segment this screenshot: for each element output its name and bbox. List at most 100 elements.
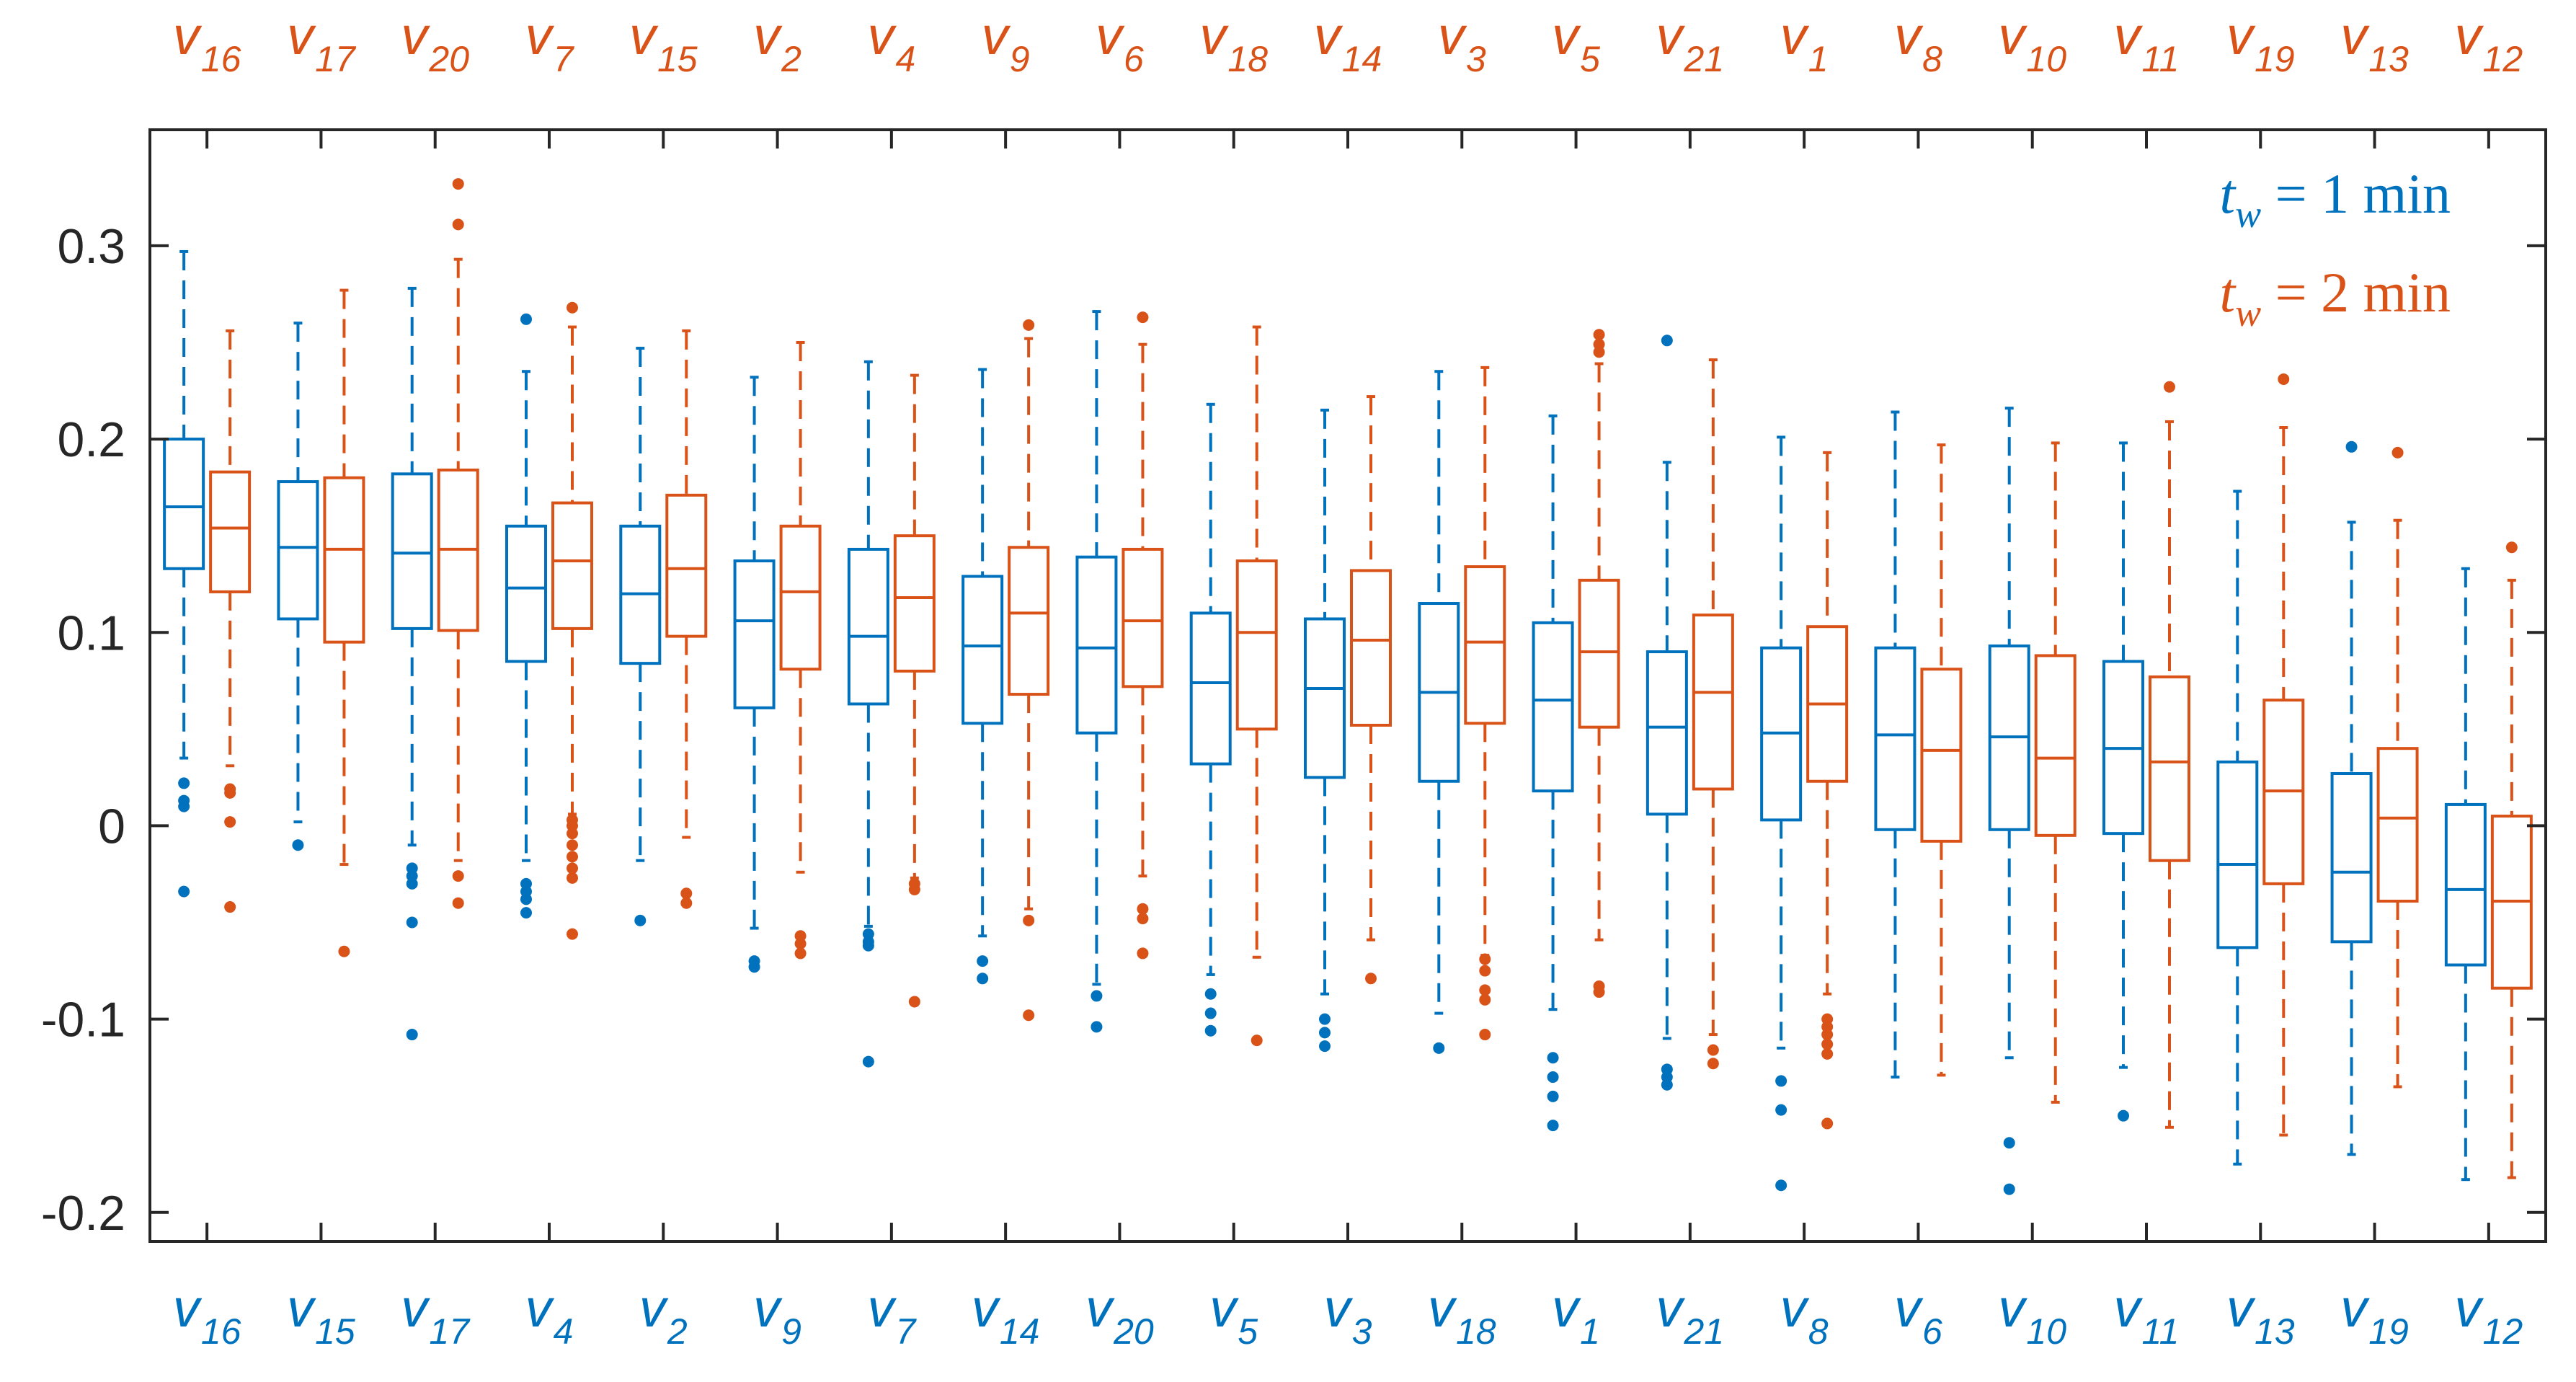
outlier-point — [1661, 1078, 1673, 1091]
x-label-top: v1 — [1780, 6, 1829, 79]
outlier-point — [1023, 1009, 1035, 1022]
outlier-point — [520, 893, 532, 905]
outlier-point — [224, 787, 236, 799]
outlier-point — [452, 897, 464, 909]
outlier-point — [178, 885, 190, 898]
iqr-box — [1122, 547, 1164, 688]
x-label-top: v10 — [1998, 6, 2066, 79]
x-label-bottom: v3 — [1324, 1278, 1372, 1352]
box-v2-series-1 — [619, 347, 662, 926]
outlier-point — [1821, 1047, 1834, 1060]
iqr-box — [1532, 621, 1574, 793]
outlier-point — [1593, 346, 1605, 358]
box-v3-series-1 — [1304, 408, 1346, 1053]
outlier-point — [1479, 1029, 1491, 1041]
legend-entry-1: tw = 1 min — [2219, 162, 2451, 236]
x-label-top: v21 — [1656, 6, 1725, 79]
iqr-box — [551, 501, 593, 630]
box-v18-series-2 — [1235, 325, 1278, 1047]
x-label-top: v17 — [287, 6, 357, 79]
x-label-top: v12 — [2455, 6, 2523, 79]
iqr-box — [1578, 578, 1620, 729]
iqr-box — [2376, 747, 2419, 903]
outlier-point — [748, 961, 760, 973]
outlier-point — [2505, 541, 2518, 554]
axes: -0.2 -0.1 0 0.1 0.2 0.3 v16 v15 v17 v4 v2 v9 v7 v14 v2… — [41, 6, 2547, 1352]
x-label-bottom: v5 — [1209, 1278, 1258, 1352]
outlier-point — [452, 870, 464, 882]
outlier-point — [1775, 1075, 1787, 1087]
box-v2-series-2 — [779, 340, 822, 960]
x-label-bottom: v15 — [287, 1278, 355, 1352]
outlier-point — [2391, 446, 2404, 459]
y-tick-label: -0.1 — [41, 993, 125, 1047]
box-v16-series-1 — [163, 249, 205, 898]
outlier-point — [794, 938, 807, 950]
outlier-point — [1661, 335, 1673, 347]
iqr-box — [2444, 802, 2487, 967]
x-label-bottom: v19 — [2340, 1278, 2409, 1352]
outlier-point — [1204, 1007, 1217, 1019]
x-label-bottom: v4 — [525, 1278, 574, 1352]
outlier-point — [567, 928, 578, 940]
box-v9-series-2 — [1008, 319, 1050, 1022]
outlier-point — [292, 839, 304, 851]
outlier-point — [1251, 1035, 1263, 1047]
outlier-point — [1707, 1058, 1719, 1070]
box-v4-series-1 — [505, 313, 547, 919]
x-label-top: v3 — [1438, 6, 1486, 79]
outlier-point — [1204, 988, 1217, 1000]
x-label-top: v19 — [2226, 6, 2295, 79]
box-v20-series-2 — [437, 178, 479, 909]
box-v5-series-2 — [1578, 329, 1620, 998]
iqr-box — [1008, 546, 1050, 696]
legend: tw = 1 min tw = 2 min — [2219, 162, 2451, 335]
iqr-box — [163, 438, 205, 570]
x-label-bottom: v16 — [173, 1278, 241, 1352]
outlier-point — [1204, 1024, 1217, 1037]
x-label-bottom: v8 — [1780, 1278, 1829, 1352]
outlier-point — [1593, 329, 1605, 341]
box-v17-series-1 — [391, 286, 433, 1041]
outlier-point — [2278, 373, 2290, 385]
outlier-point — [634, 914, 647, 926]
iqr-box — [665, 493, 708, 638]
x-label-top: v2 — [753, 6, 801, 79]
outlier-point — [794, 947, 807, 960]
box-v15-series-1 — [277, 322, 319, 851]
outlier-point — [567, 862, 578, 874]
box-v17-series-2 — [323, 288, 365, 957]
iqr-box — [1350, 569, 1392, 727]
outlier-point — [2345, 440, 2358, 453]
iqr-box — [1304, 617, 1346, 779]
iqr-box — [391, 472, 433, 630]
outlier-point — [567, 839, 578, 851]
box-v8-series-1 — [1760, 435, 1803, 1192]
outlier-point — [977, 973, 989, 985]
x-label-top: v8 — [1894, 6, 1942, 79]
outlier-point — [1091, 990, 1103, 1002]
iqr-box — [1235, 559, 1278, 731]
box-v21-series-1 — [1645, 335, 1688, 1091]
outlier-point — [520, 907, 532, 919]
outlier-point — [1821, 1117, 1834, 1130]
outlier-point — [2164, 381, 2175, 393]
box-v7-series-2 — [551, 301, 593, 940]
outlier-point — [1137, 311, 1149, 324]
box-v19-series-1 — [2330, 440, 2373, 1156]
outlier-point — [1775, 1179, 1787, 1192]
outlier-point — [2003, 1137, 2015, 1149]
outlier-point — [1547, 1052, 1559, 1064]
outlier-point — [680, 887, 693, 900]
x-label-bottom: v1 — [1552, 1278, 1600, 1352]
outlier-point — [1821, 1038, 1834, 1050]
x-label-bottom: v20 — [1085, 1278, 1154, 1352]
x-label-top: v14 — [1314, 6, 1382, 79]
iqr-box — [1920, 668, 1963, 843]
iqr-box — [1874, 646, 1917, 831]
outlier-point — [1479, 984, 1491, 996]
outlier-point — [406, 916, 418, 929]
